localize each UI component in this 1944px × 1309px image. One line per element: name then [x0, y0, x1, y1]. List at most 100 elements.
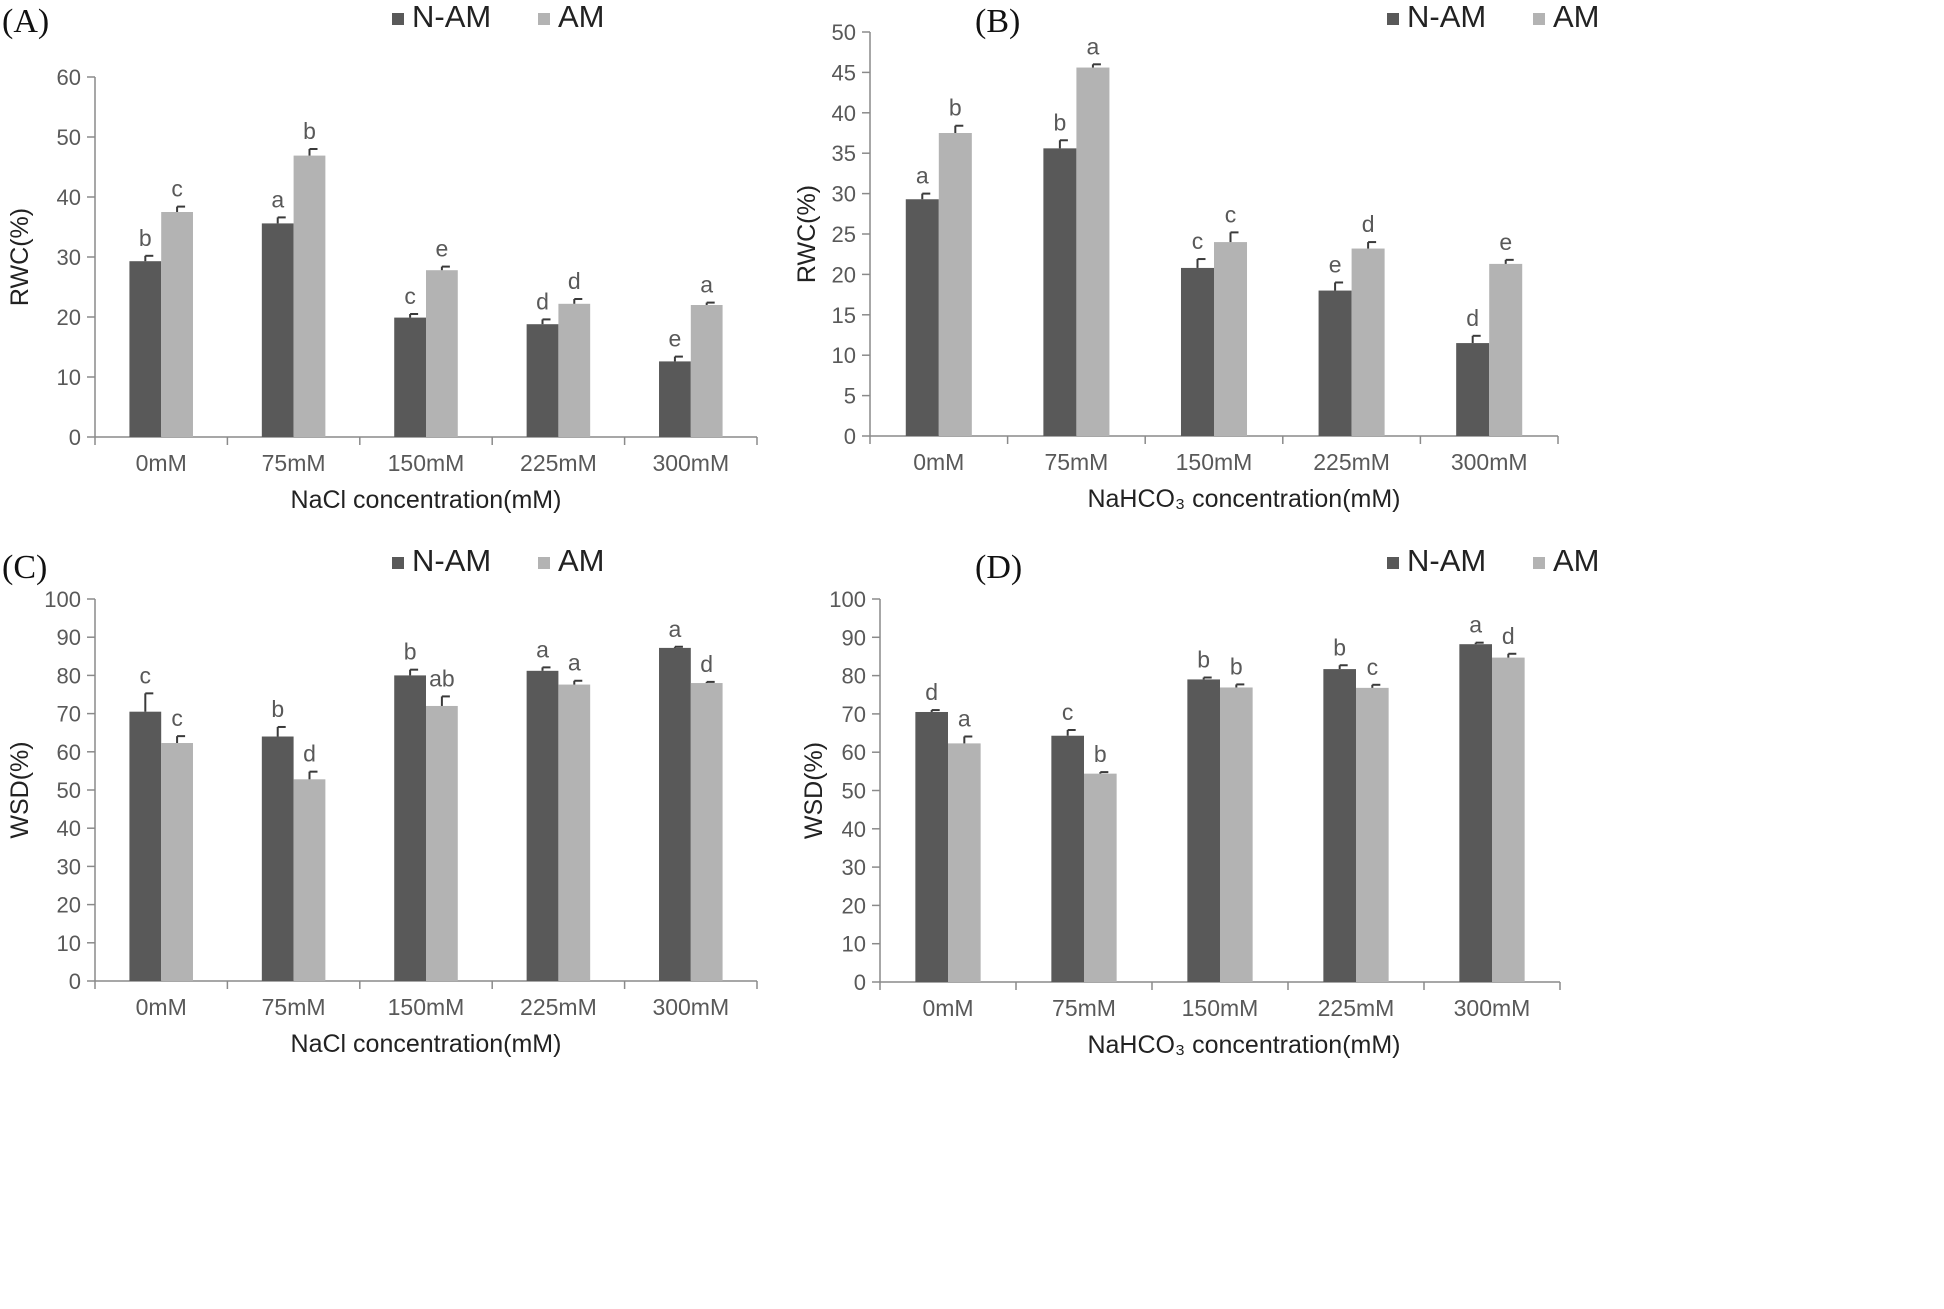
significance-letter: d — [1502, 623, 1515, 649]
bar-am — [293, 155, 326, 437]
significance-letter: d — [303, 741, 316, 767]
x-axis-title: NaCl concentration(mM) — [291, 1030, 562, 1058]
significance-letter: d — [536, 288, 549, 314]
y-tick-label: 60 — [842, 740, 866, 765]
y-tick-label: 100 — [44, 587, 81, 612]
significance-letter: b — [139, 225, 152, 251]
panel-label: (C) — [2, 549, 47, 586]
bar-nam — [1187, 679, 1220, 982]
x-axis-title: NaHCO₃ concentration(mM) — [1087, 485, 1400, 513]
legend-swatch-nam — [1387, 557, 1399, 569]
y-tick-label: 50 — [57, 125, 81, 150]
significance-letter: d — [700, 651, 713, 677]
chart-panel-b: (B) N-AM AM 0 5 10 15 20 25 30 35 40 45 50 0mM a b 75mM b a… — [793, 0, 1600, 513]
significance-letter: a — [669, 616, 682, 642]
bar-am — [1489, 263, 1523, 436]
bar-am — [293, 779, 326, 981]
significance-letter: d — [568, 268, 581, 294]
panel-label: (B) — [975, 3, 1020, 40]
y-tick-label: 30 — [57, 245, 81, 270]
significance-letter: e — [435, 236, 448, 262]
bar-am — [558, 684, 591, 981]
y-tick-label: 30 — [57, 854, 81, 879]
bar-am — [690, 683, 723, 981]
y-axis-title: RWC(%) — [793, 185, 821, 283]
bar-am — [1084, 773, 1117, 982]
bar-am — [938, 133, 972, 436]
legend-label-nam: N-AM — [1407, 0, 1486, 34]
legend-label-am: AM — [1553, 0, 1600, 34]
legend: N-AM AM — [1387, 543, 1600, 578]
significance-letter: b — [1094, 741, 1107, 767]
x-tick-label: 225mM — [1318, 995, 1395, 1021]
legend: N-AM AM — [392, 543, 605, 578]
x-tick-label: 0mM — [913, 449, 964, 475]
y-tick-label: 70 — [57, 702, 81, 727]
significance-letter: b — [1333, 634, 1346, 660]
significance-letter: b — [271, 696, 284, 722]
y-tick-label: 10 — [57, 365, 81, 390]
significance-letter: ab — [429, 665, 455, 691]
bar-nam — [1459, 644, 1492, 982]
bar-nam — [659, 361, 691, 437]
y-axis-title: RWC(%) — [6, 208, 34, 306]
significance-letter: b — [303, 118, 316, 144]
bar-nam — [526, 670, 559, 981]
significance-letter: a — [700, 272, 713, 298]
legend-label-nam: N-AM — [412, 0, 491, 34]
x-tick-label: 150mM — [388, 450, 465, 476]
y-tick-label: 40 — [57, 816, 81, 841]
bar-am — [161, 743, 193, 981]
legend-label-am: AM — [558, 543, 605, 578]
panel-label: (D) — [975, 549, 1022, 586]
bar-am — [161, 212, 193, 437]
significance-letter: c — [1192, 228, 1204, 254]
bar-am — [1220, 687, 1253, 982]
y-tick-label: 50 — [57, 778, 81, 803]
bar-am — [690, 305, 723, 437]
y-tick-label: 10 — [842, 932, 866, 957]
x-tick-label: 150mM — [388, 994, 465, 1020]
x-tick-label: 300mM — [1454, 995, 1531, 1021]
legend-label-am: AM — [1553, 543, 1600, 578]
x-tick-label: 300mM — [652, 994, 729, 1020]
y-tick-label: 40 — [57, 185, 81, 210]
significance-letter: e — [669, 326, 682, 352]
significance-letter: a — [568, 650, 581, 676]
significance-letter: a — [916, 163, 929, 189]
y-tick-label: 25 — [832, 222, 856, 247]
y-tick-label: 40 — [842, 817, 866, 842]
significance-letter: c — [171, 705, 183, 731]
bar-nam — [1323, 669, 1356, 982]
x-tick-label: 75mM — [262, 994, 326, 1020]
y-tick-label: 20 — [842, 893, 866, 918]
significance-letter: a — [958, 705, 971, 731]
bar-nam — [394, 317, 426, 437]
significance-letter: b — [1230, 653, 1243, 679]
x-axis-title: NaHCO₃ concentration(mM) — [1087, 1031, 1400, 1059]
x-tick-label: 75mM — [1052, 995, 1116, 1021]
legend-swatch-nam — [392, 13, 404, 25]
significance-letter: b — [1197, 647, 1210, 673]
bar-am — [1214, 242, 1248, 436]
y-tick-label: 40 — [832, 101, 856, 126]
y-tick-label: 30 — [832, 182, 856, 207]
bar-am — [1492, 657, 1525, 982]
significance-letter: e — [1499, 229, 1512, 255]
legend-swatch-am — [1533, 13, 1545, 25]
y-tick-label: 20 — [57, 305, 81, 330]
significance-letter: d — [925, 679, 938, 705]
legend: N-AM AM — [392, 0, 605, 34]
significance-letter: d — [1466, 305, 1479, 331]
significance-letter: c — [140, 662, 152, 688]
bar-nam — [1318, 290, 1352, 436]
significance-letter: c — [1367, 654, 1379, 680]
significance-letter: c — [1062, 699, 1074, 725]
y-tick-label: 10 — [57, 931, 81, 956]
y-tick-label: 5 — [844, 384, 856, 409]
y-tick-label: 50 — [832, 20, 856, 45]
y-tick-label: 0 — [844, 424, 856, 449]
bar-nam — [526, 324, 559, 437]
y-tick-label: 80 — [57, 663, 81, 688]
